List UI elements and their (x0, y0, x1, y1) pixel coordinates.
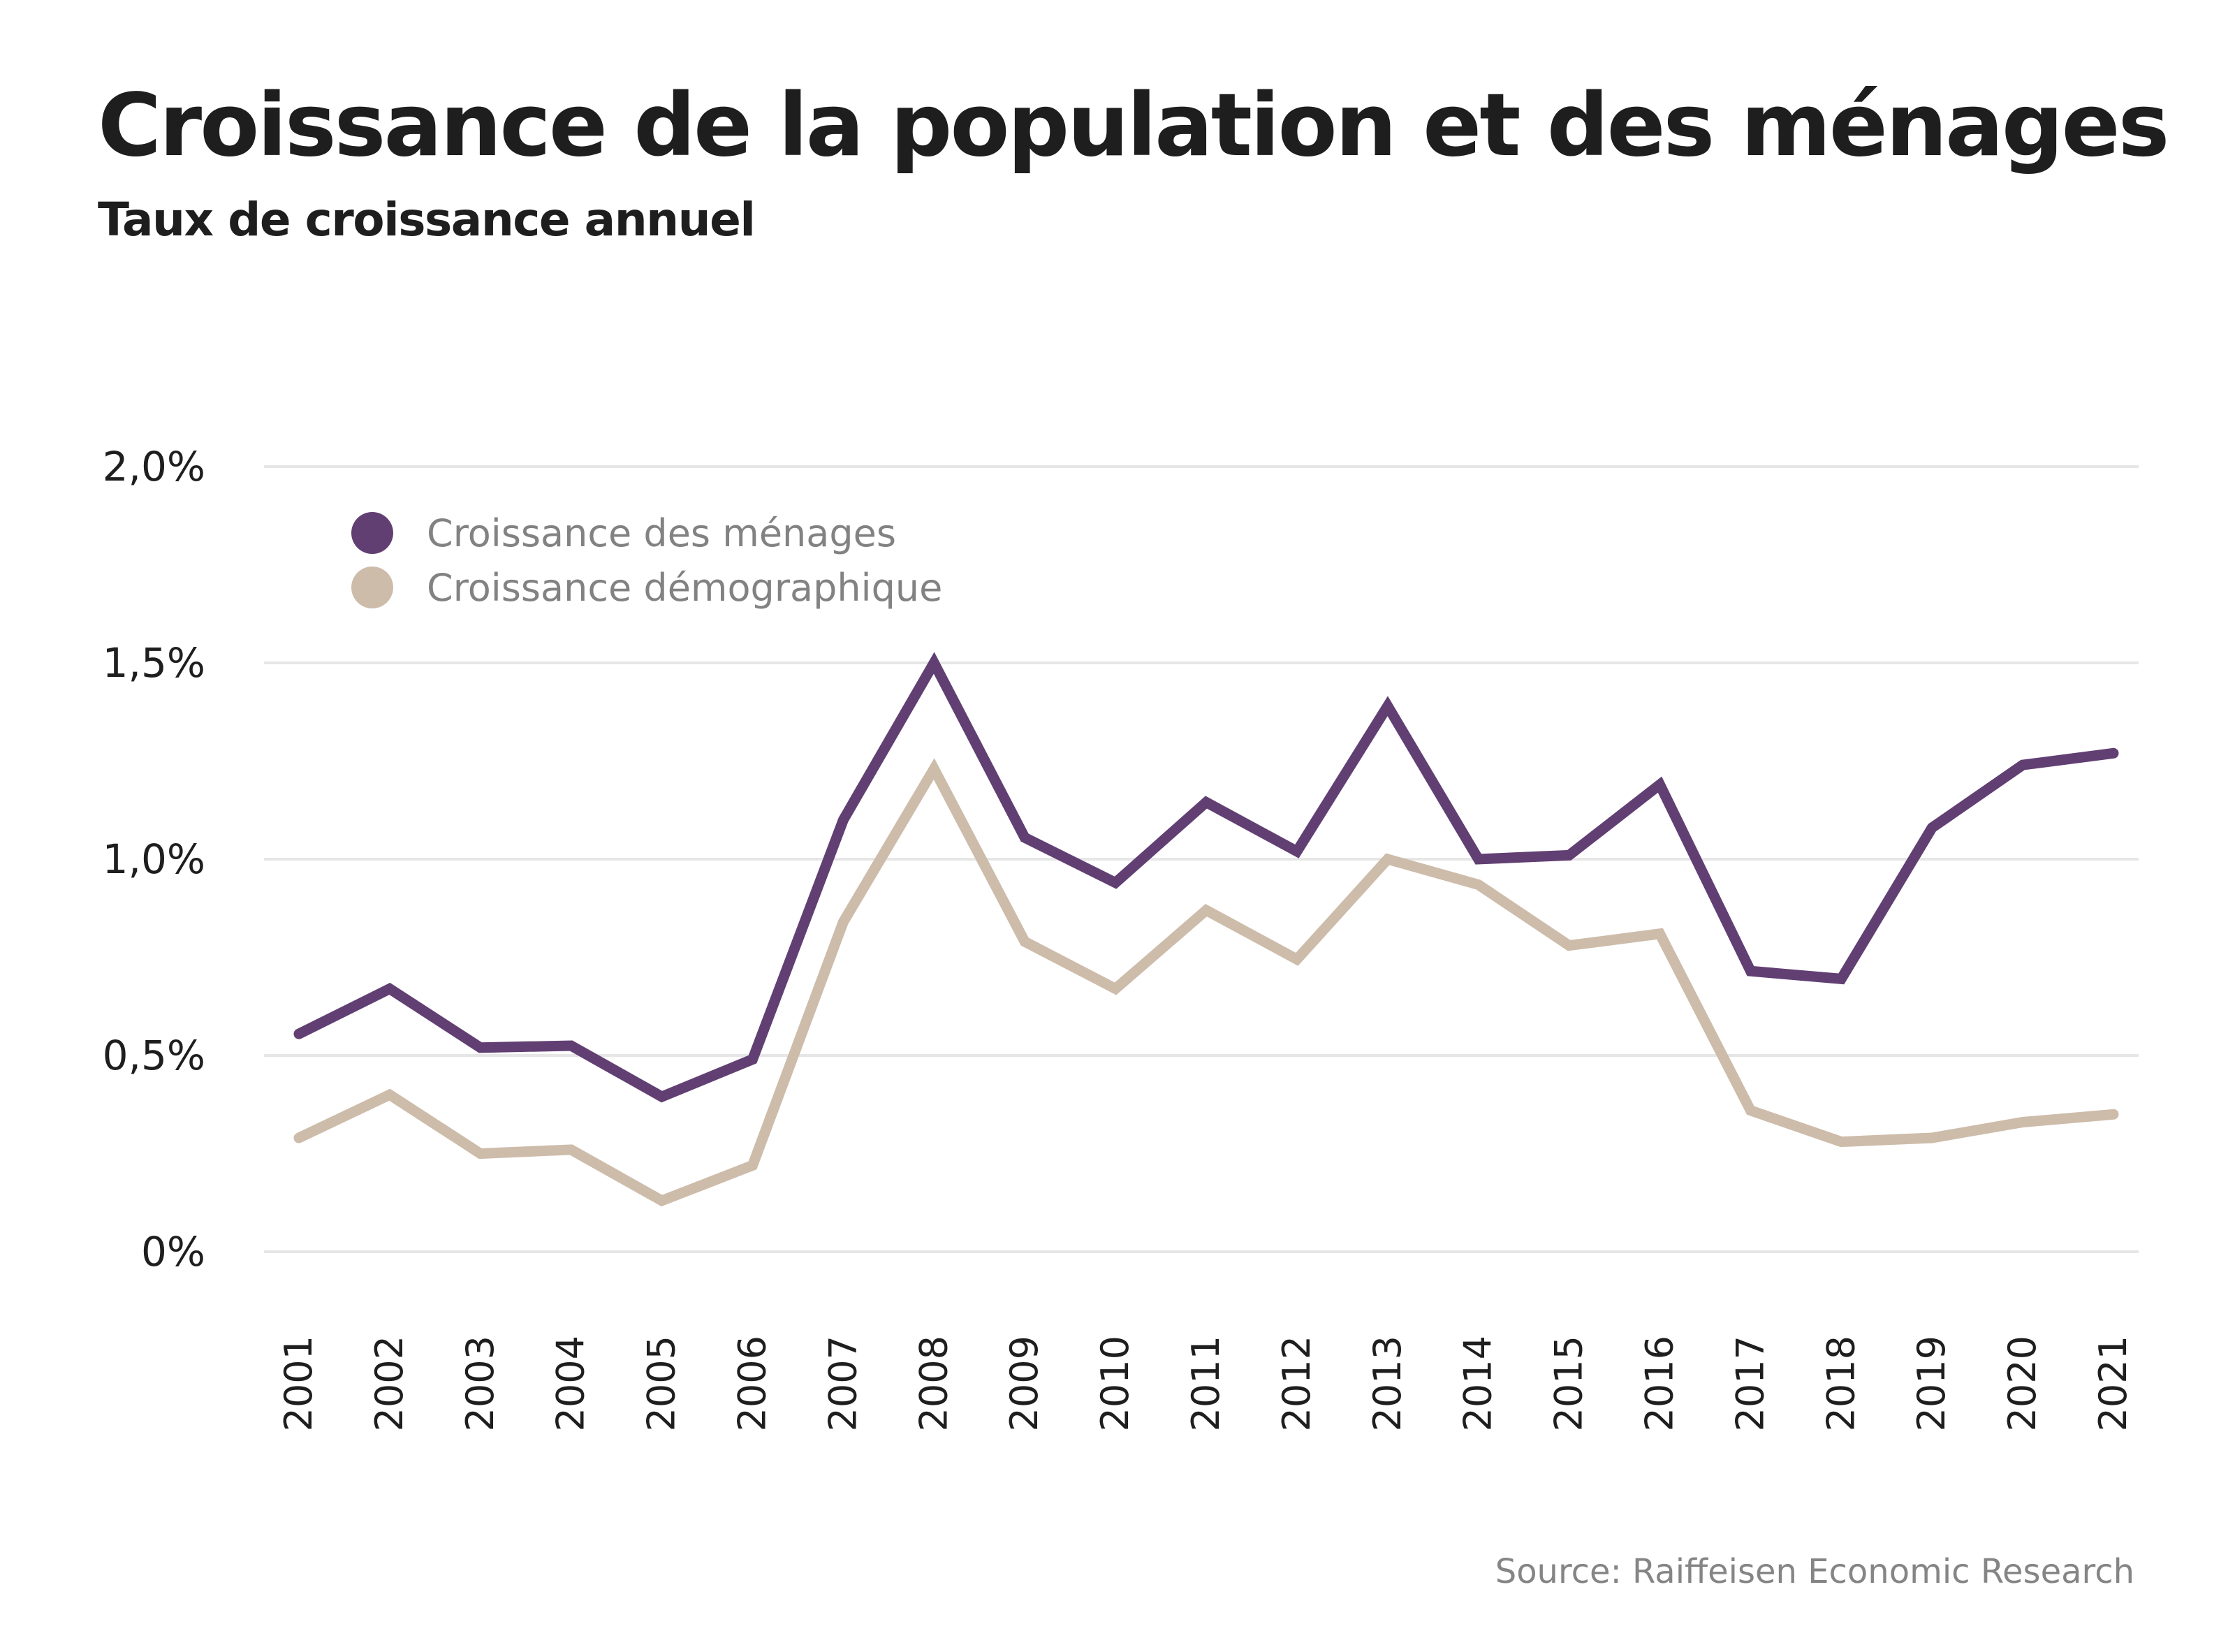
x-tick-label: 2003 (458, 1336, 502, 1431)
x-tick-label: 2017 (1728, 1336, 1772, 1431)
series-line-population (293, 758, 2119, 1207)
series-line-households (293, 652, 2119, 1103)
legend: Croissance des ménages Croissance démogra… (351, 511, 942, 610)
x-tick-label: 2014 (1456, 1336, 1500, 1431)
x-tick-label: 2008 (911, 1336, 955, 1431)
x-tick-label: 2007 (821, 1336, 865, 1431)
x-tick-label: 2011 (1184, 1336, 1228, 1431)
y-tick-label: 0,5% (103, 1032, 205, 1079)
x-tick-label: 2006 (731, 1336, 775, 1431)
y-tick-label: 2,0% (103, 443, 205, 490)
y-axis: 0% 0,5% 1,0% 1,5% 2,0% (103, 443, 205, 1275)
y-tick-label: 0% (141, 1228, 205, 1275)
x-tick-label: 2018 (1819, 1336, 1863, 1431)
legend-label: Croissance démographique (427, 566, 942, 610)
x-tick-label: 2002 (367, 1336, 411, 1431)
series-lines (293, 652, 2119, 1207)
gridlines (264, 465, 2139, 1253)
x-tick-label: 2021 (2091, 1336, 2135, 1431)
x-tick-label: 2019 (1910, 1336, 1954, 1431)
x-axis: 2001 2002 2003 2004 2005 2006 2007 2008 2009 2010… (277, 1336, 2135, 1431)
x-tick-label: 2005 (640, 1336, 684, 1431)
x-tick-label: 2001 (277, 1336, 321, 1431)
x-tick-label: 2016 (1638, 1336, 1682, 1431)
y-tick-label: 1,5% (103, 639, 205, 687)
x-tick-label: 2012 (1275, 1336, 1319, 1431)
x-tick-label: 2013 (1365, 1336, 1409, 1431)
legend-label: Croissance des ménages (427, 511, 896, 555)
y-tick-label: 1,0% (103, 835, 205, 883)
legend-swatch-icon (351, 512, 393, 554)
chart-title: Croissance de la population et des ménag… (98, 75, 2169, 176)
legend-swatch-icon (351, 566, 393, 608)
x-tick-label: 2015 (1547, 1336, 1591, 1431)
x-tick-label: 2010 (1093, 1336, 1137, 1431)
x-tick-label: 2020 (2000, 1336, 2044, 1431)
x-tick-label: 2009 (1002, 1336, 1046, 1431)
chart-subtitle: Taux de croissance annuel (98, 193, 756, 247)
source-note: Source: Raiffeisen Economic Research (1495, 1552, 2134, 1591)
x-tick-label: 2004 (549, 1336, 593, 1431)
